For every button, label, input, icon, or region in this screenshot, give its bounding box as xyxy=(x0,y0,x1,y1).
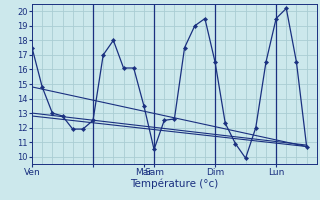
X-axis label: Température (°c): Température (°c) xyxy=(130,179,219,189)
